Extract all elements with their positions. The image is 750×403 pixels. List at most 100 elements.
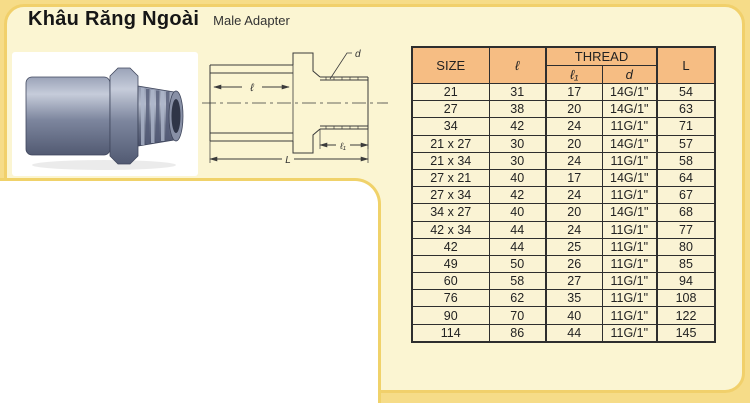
page-subtitle: Male Adapter (213, 13, 290, 28)
technical-drawing: ℓ d ℓ₁ L (198, 33, 393, 171)
table-cell: 64 (656, 168, 716, 188)
col-header-l: ℓ (488, 46, 547, 84)
dimension-drawing: ℓ d ℓ₁ L (202, 49, 388, 171)
table-cell: 27 (545, 272, 603, 291)
table-cell: 108 (656, 289, 716, 308)
table-row: 114 86 44 11G/1" 145 (411, 323, 716, 343)
table-cell: 20 (545, 100, 603, 119)
table-cell: 30 (488, 151, 547, 170)
table-cell: 14G/1" (601, 82, 658, 102)
table-cell: 30 (488, 134, 547, 153)
table-row: 21 x 27 30 20 14G/1" 57 (411, 134, 716, 153)
spec-table-header: SIZE ℓ THREAD L ℓ₁ d (411, 46, 716, 84)
table-cell: 34 x 27 (411, 203, 490, 222)
table-cell: 54 (656, 82, 716, 102)
table-row: 27 x 21 40 17 14G/1" 64 (411, 168, 716, 188)
col-header-l1: ℓ₁ (545, 65, 603, 84)
table-cell: 31 (488, 82, 547, 102)
table-cell: 77 (656, 220, 716, 239)
table-cell: 50 (488, 254, 547, 274)
table-cell: 21 x 27 (411, 134, 490, 153)
table-cell: 11G/1" (601, 306, 658, 325)
table-cell: 90 (411, 306, 490, 325)
dim-label-l: ℓ (249, 82, 254, 94)
title-row: Khâu Răng Ngoài Male Adapter (28, 8, 290, 31)
table-row: 76 62 35 11G/1" 108 (411, 289, 716, 308)
table-cell: 27 x 21 (411, 168, 490, 188)
table-row: 34 42 24 11G/1" 71 (411, 117, 716, 136)
table-cell: 14G/1" (601, 203, 658, 222)
table-cell: 86 (488, 323, 547, 343)
table-cell: 14G/1" (601, 134, 658, 153)
dim-label-d: d (355, 49, 361, 60)
table-cell: 67 (656, 186, 716, 205)
table-row: 42 44 25 11G/1" 80 (411, 237, 716, 256)
fitting-illustration (25, 67, 184, 170)
table-cell: 24 (545, 186, 603, 205)
table-cell: 34 (411, 117, 490, 136)
table-cell: 11G/1" (601, 220, 658, 239)
table-cell: 70 (488, 306, 547, 325)
table-cell: 40 (488, 203, 547, 222)
table-cell: 122 (656, 306, 716, 325)
dim-label-L: L (285, 155, 291, 166)
table-cell: 25 (545, 237, 603, 256)
col-header-L: L (656, 46, 716, 84)
table-cell: 40 (545, 306, 603, 325)
table-cell: 85 (656, 254, 716, 274)
table-cell: 11G/1" (601, 323, 658, 343)
table-cell: 21 (411, 82, 490, 102)
table-row: 21 31 17 14G/1" 54 (411, 82, 716, 102)
col-header-thread: THREAD (545, 46, 658, 66)
table-cell: 40 (488, 168, 547, 188)
table-cell: 42 (488, 117, 547, 136)
table-cell: 20 (545, 203, 603, 222)
table-cell: 38 (488, 100, 547, 119)
table-cell: 11G/1" (601, 272, 658, 291)
table-cell: 11G/1" (601, 186, 658, 205)
table-cell: 24 (545, 151, 603, 170)
table-cell: 20 (545, 134, 603, 153)
table-cell: 24 (545, 117, 603, 136)
table-cell: 24 (545, 220, 603, 239)
spec-table: SIZE ℓ THREAD L ℓ₁ d 21 31 17 14G/1" 54 27 38 2… (411, 46, 716, 343)
table-cell: 27 (411, 100, 490, 119)
table-row: 90 70 40 11G/1" 122 (411, 306, 716, 325)
table-cell: 11G/1" (601, 254, 658, 274)
table-cell: 11G/1" (601, 289, 658, 308)
table-cell: 49 (411, 254, 490, 274)
table-cell: 26 (545, 254, 603, 274)
table-cell: 11G/1" (601, 151, 658, 170)
table-cell: 57 (656, 134, 716, 153)
table-row: 27 38 20 14G/1" 63 (411, 100, 716, 119)
table-row: 49 50 26 11G/1" 85 (411, 254, 716, 274)
table-cell: 42 x 34 (411, 220, 490, 239)
table-row: 60 58 27 11G/1" 94 (411, 272, 716, 291)
table-cell: 76 (411, 289, 490, 308)
table-cell: 21 x 34 (411, 151, 490, 170)
dim-label-l1: ℓ₁ (339, 141, 346, 151)
page-title: Khâu Răng Ngoài (28, 8, 200, 30)
table-row: 42 x 34 44 24 11G/1" 77 (411, 220, 716, 239)
table-cell: 44 (488, 237, 547, 256)
table-cell: 42 (488, 186, 547, 205)
table-cell: 58 (488, 272, 547, 291)
table-cell: 68 (656, 203, 716, 222)
table-cell: 11G/1" (601, 237, 658, 256)
table-cell: 62 (488, 289, 547, 308)
table-cell: 42 (411, 237, 490, 256)
table-cell: 114 (411, 323, 490, 343)
table-row: 27 x 34 42 24 11G/1" 67 (411, 186, 716, 205)
table-cell: 17 (545, 168, 603, 188)
table-cell: 44 (545, 323, 603, 343)
table-row: 34 x 27 40 20 14G/1" 68 (411, 203, 716, 222)
table-cell: 80 (656, 237, 716, 256)
col-header-size: SIZE (411, 46, 490, 84)
product-photo (12, 52, 198, 176)
table-row: 21 x 34 30 24 11G/1" 58 (411, 151, 716, 170)
table-cell: 71 (656, 117, 716, 136)
table-cell: 63 (656, 100, 716, 119)
table-cell: 58 (656, 151, 716, 170)
table-cell: 14G/1" (601, 100, 658, 119)
